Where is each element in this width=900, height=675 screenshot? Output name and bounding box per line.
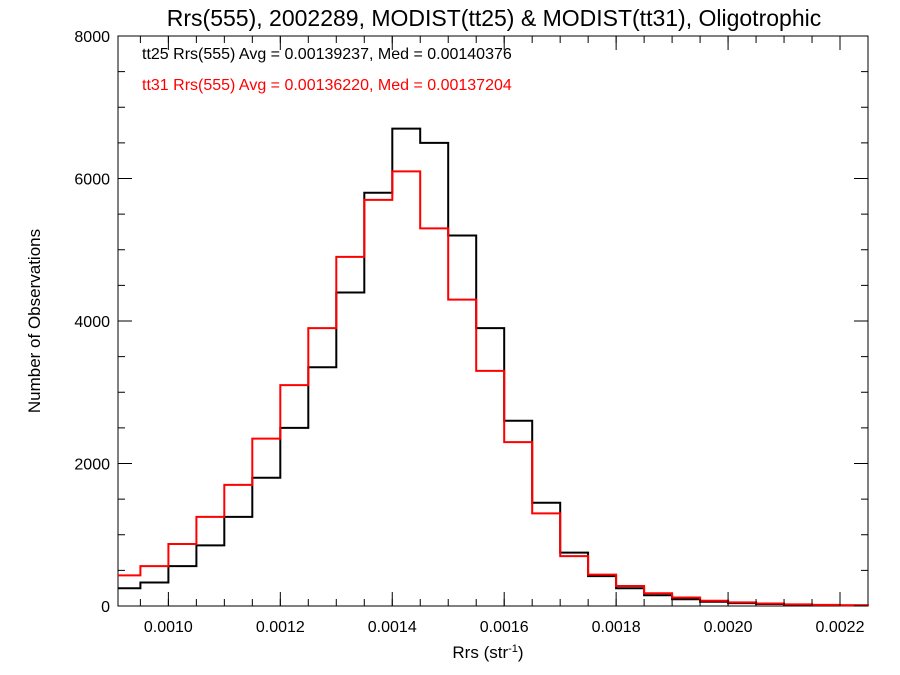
x-tick-label: 0.0018 <box>592 619 641 636</box>
x-axis-label-end: ) <box>518 643 524 662</box>
y-axis-label: Number of Observations <box>25 229 44 413</box>
y-tick-label: 2000 <box>74 457 110 474</box>
x-tick-label: 0.0016 <box>480 619 529 636</box>
histogram-series-0 <box>118 127 869 607</box>
x-axis-label-main: Rrs (str <box>452 643 508 662</box>
y-tick-label: 8000 <box>74 29 110 46</box>
plot-frame <box>117 35 869 607</box>
legend-entry-tt25: tt25 Rrs(555) Avg = 0.00139237, Med = 0.… <box>142 46 512 63</box>
x-tick-label: 0.0010 <box>144 619 193 636</box>
chart-title: Rrs(555), 2002289, MODIST(tt25) & MODIST… <box>167 5 821 31</box>
x-tick-label: 0.0020 <box>704 619 753 636</box>
series-layer <box>118 127 869 607</box>
x-tick-label: 0.0022 <box>816 619 865 636</box>
legend-entry-tt31: tt31 Rrs(555) Avg = 0.00136220, Med = 0.… <box>142 77 512 94</box>
x-tick-label: 0.0012 <box>256 619 305 636</box>
x-axis-label-superscript: -1 <box>508 643 518 655</box>
x-tick-label: 0.0014 <box>368 619 417 636</box>
plot-area: 0.0010 0.0012 0.0014 0.0016 0.0018 0.0020 0.00… <box>74 29 869 636</box>
tick-layer: 0.0010 0.0012 0.0014 0.0016 0.0018 0.0020 0.00… <box>74 29 868 636</box>
y-tick-label: 6000 <box>74 172 110 189</box>
y-tick-label: 4000 <box>74 314 110 331</box>
x-axis-label: Rrs (str-1) <box>452 643 523 662</box>
histogram-series-1 <box>118 170 869 607</box>
y-tick-label: 0 <box>101 599 110 616</box>
